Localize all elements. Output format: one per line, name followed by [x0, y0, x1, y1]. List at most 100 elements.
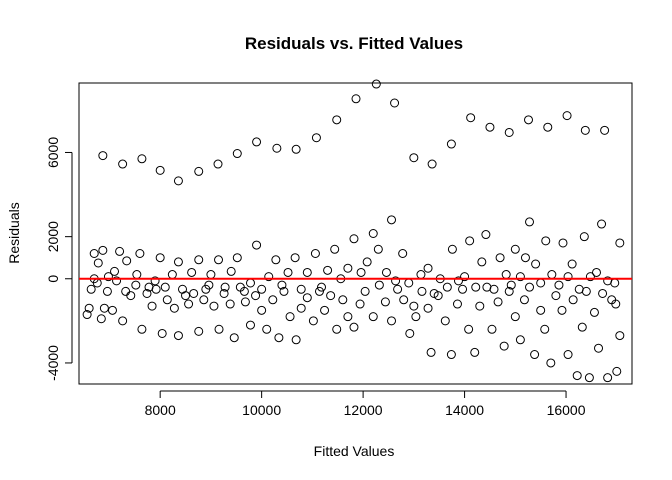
data-point: [157, 328, 167, 338]
data-point: [115, 246, 125, 256]
data-point: [519, 295, 529, 305]
data-point: [98, 151, 108, 161]
data-point: [162, 295, 172, 305]
data-point: [427, 159, 437, 169]
data-point: [504, 286, 514, 296]
data-point: [531, 259, 541, 269]
x-tick-label: 10000: [242, 402, 281, 418]
data-point: [323, 265, 333, 275]
data-point: [426, 347, 436, 357]
data-point: [264, 272, 274, 282]
data-point: [536, 305, 546, 315]
data-point: [194, 326, 204, 336]
data-point: [409, 301, 419, 311]
data-point: [547, 270, 557, 280]
data-point: [330, 244, 340, 254]
data-point: [562, 111, 572, 121]
data-point: [290, 253, 300, 263]
data-point: [272, 143, 282, 153]
data-point: [214, 255, 224, 265]
data-point: [135, 248, 145, 258]
data-point: [530, 350, 540, 360]
data-point: [536, 278, 546, 288]
data-point: [189, 288, 199, 298]
data-point: [423, 263, 433, 273]
data-point: [86, 284, 96, 294]
data-point: [220, 282, 230, 292]
data-point: [93, 258, 103, 268]
data-point: [504, 127, 514, 137]
data-point: [173, 257, 183, 267]
data-point: [317, 282, 327, 292]
data-point: [226, 266, 236, 276]
data-point: [118, 159, 128, 169]
data-point: [572, 371, 582, 381]
data-point: [107, 305, 117, 315]
data-point: [310, 248, 320, 258]
data-point: [524, 115, 534, 125]
data-point: [585, 272, 595, 282]
data-point: [219, 288, 229, 298]
data-point: [147, 301, 157, 311]
data-point: [465, 236, 475, 246]
data-point: [355, 299, 365, 309]
data-point: [374, 280, 384, 290]
data-point: [82, 310, 92, 320]
data-point: [338, 295, 348, 305]
data-point: [245, 320, 255, 330]
data-point: [598, 288, 608, 298]
plot-frame: [78, 82, 633, 385]
data-point: [371, 79, 381, 89]
data-point: [487, 324, 497, 334]
data-point: [169, 303, 179, 313]
data-point: [567, 259, 577, 269]
y-tick-label: 0: [45, 275, 61, 283]
data-point: [151, 284, 161, 294]
data-point: [594, 343, 604, 353]
data-point: [515, 272, 525, 282]
x-tick-label: 16000: [547, 402, 586, 418]
data-point: [581, 286, 591, 296]
x-tick-label: 8000: [145, 402, 176, 418]
data-point: [577, 322, 587, 332]
data-point: [167, 270, 177, 280]
data-point: [405, 328, 415, 338]
data-point: [311, 133, 321, 143]
data-point: [399, 295, 409, 305]
data-point: [194, 255, 204, 265]
data-point: [314, 286, 324, 296]
data-point: [271, 255, 281, 265]
data-point: [458, 284, 468, 294]
data-point: [118, 316, 128, 326]
data-point: [240, 297, 250, 307]
scatter-points: [82, 79, 625, 383]
x-axis: 8000 10000 12000 14000 16000: [145, 390, 586, 418]
data-point: [525, 217, 535, 227]
data-point: [112, 276, 122, 286]
data-point: [296, 284, 306, 294]
data-point: [173, 331, 183, 341]
data-point: [591, 267, 601, 277]
data-point: [252, 240, 262, 250]
data-point: [251, 291, 261, 301]
data-point: [387, 316, 397, 326]
data-point: [173, 176, 183, 186]
data-point: [546, 358, 556, 368]
data-point: [126, 291, 136, 301]
data-point: [466, 113, 476, 123]
data-point: [177, 284, 187, 294]
y-tick-label: 2000: [45, 221, 61, 252]
data-point: [277, 280, 287, 290]
data-point: [460, 272, 470, 282]
data-point: [232, 149, 242, 159]
data-point: [433, 291, 443, 301]
data-point: [485, 122, 495, 132]
data-point: [257, 305, 267, 315]
data-point: [291, 144, 301, 154]
data-point: [225, 299, 235, 309]
data-point: [199, 295, 209, 305]
y-axis: -4000 0 2000 6000: [45, 137, 73, 381]
data-point: [579, 232, 589, 242]
x-axis-label: Fitted Values: [314, 443, 395, 459]
data-point: [515, 335, 525, 345]
